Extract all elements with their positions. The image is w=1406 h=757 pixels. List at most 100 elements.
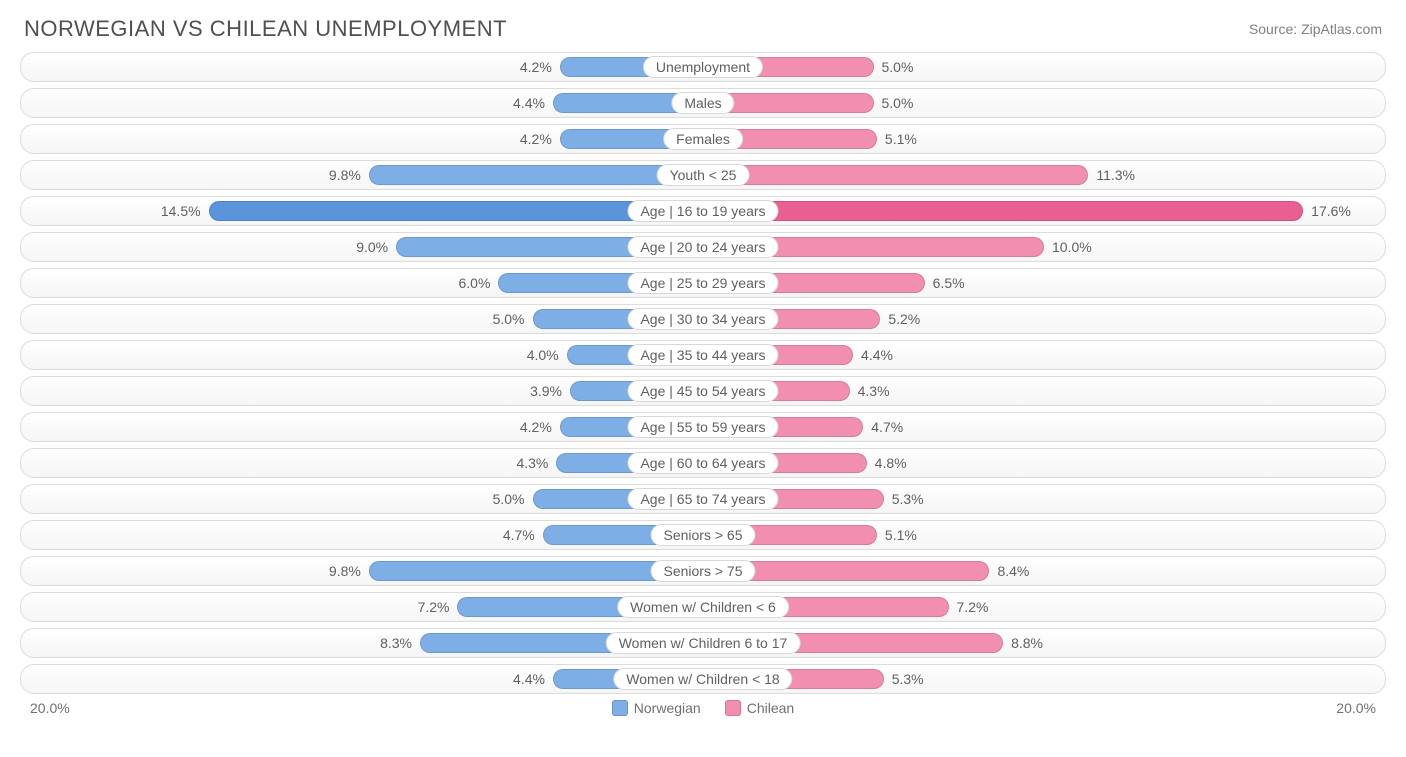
chart-row: 4.2% 4.7% Age | 55 to 59 years [20,412,1386,442]
left-half: 9.0% [21,233,703,261]
left-value: 4.2% [512,131,560,147]
left-value: 4.2% [512,419,560,435]
right-half: 5.3% [703,665,1385,693]
category-label: Age | 20 to 24 years [627,236,778,258]
right-half: 5.1% [703,125,1385,153]
right-half: 5.0% [703,89,1385,117]
category-label: Youth < 25 [657,164,750,186]
chart-row: 3.9%4.3%Age | 45 to 54 years [20,376,1386,406]
category-label: Women w/ Children < 18 [613,668,792,690]
right-half: 8.4% [703,557,1385,585]
left-half: 4.7% [21,521,703,549]
chart-row: 4.3%4.8%Age | 60 to 64 years [20,448,1386,478]
left-bar [369,165,703,185]
chart-row: 14.5% 17.6% Age | 16 to 19 years [20,196,1386,226]
left-half: 4.0% [21,341,703,369]
legend-item-left: Norwegian [612,700,701,716]
category-label: Age | 16 to 19 years [627,200,778,222]
right-value: 4.4% [853,347,901,363]
legend-label-left: Norwegian [634,700,701,716]
left-half: 4.4% [21,665,703,693]
right-half: 8.8% [703,629,1385,657]
right-value: 4.8% [867,455,915,471]
left-value: 4.0% [519,347,567,363]
right-half: 4.3% [703,377,1385,405]
legend-swatch-left [612,700,628,716]
category-label: Females [663,128,743,150]
left-half: 4.2% [21,413,703,441]
right-half: 4.7% [703,413,1385,441]
diverging-bar-chart: 4.2%5.0%Unemployment4.4%5.0%Males4.2%5.1… [20,52,1386,694]
left-value: 5.0% [485,491,533,507]
right-value: 8.4% [989,563,1037,579]
left-half: 6.0% [21,269,703,297]
chart-row: 9.8% 11.3% Youth < 25 [20,160,1386,190]
right-value: 5.3% [884,671,932,687]
left-value: 4.2% [512,59,560,75]
category-label: Seniors > 75 [651,560,756,582]
chart-row: 4.4% 5.3% Women w/ Children < 18 [20,664,1386,694]
right-half: 5.2% [703,305,1385,333]
left-value: 4.7% [495,527,543,543]
left-value: 9.0% [348,239,396,255]
left-value: 4.4% [505,95,553,111]
left-half: 4.2% [21,53,703,81]
left-value: 6.0% [450,275,498,291]
scale-max-left: 20.0% [30,700,70,716]
right-value: 5.3% [884,491,932,507]
right-half: 17.6% [703,197,1385,225]
left-value: 4.3% [508,455,556,471]
right-value: 4.3% [850,383,898,399]
category-label: Age | 30 to 34 years [627,308,778,330]
category-label: Age | 55 to 59 years [627,416,778,438]
chart-row: 4.2% 5.1% Females [20,124,1386,154]
right-bar [703,165,1088,185]
category-label: Males [671,92,734,114]
right-value: 6.5% [925,275,973,291]
right-value: 5.0% [874,95,922,111]
left-half: 5.0% [21,485,703,513]
legend-label-right: Chilean [747,700,794,716]
chart-row: 7.2%7.2%Women w/ Children < 6 [20,592,1386,622]
chart-title: NORWEGIAN VS CHILEAN UNEMPLOYMENT [24,16,507,42]
right-half: 10.0% [703,233,1385,261]
left-half: 14.5% [21,197,703,225]
right-half: 7.2% [703,593,1385,621]
header: NORWEGIAN VS CHILEAN UNEMPLOYMENT Source… [20,16,1386,52]
category-label: Age | 35 to 44 years [627,344,778,366]
right-half: 5.0% [703,53,1385,81]
left-half: 9.8% [21,161,703,189]
right-half: 6.5% [703,269,1385,297]
scale-max-right: 20.0% [1336,700,1376,716]
category-label: Unemployment [643,56,763,78]
right-value: 10.0% [1044,239,1100,255]
right-value: 5.2% [880,311,928,327]
left-value: 5.0% [485,311,533,327]
left-half: 4.4% [21,89,703,117]
category-label: Seniors > 65 [651,524,756,546]
right-value: 4.7% [863,419,911,435]
chart-footer: 20.0% Norwegian Chilean 20.0% [20,700,1386,716]
right-half: 4.4% [703,341,1385,369]
left-half: 4.3% [21,449,703,477]
chart-row: 9.8% 8.4% Seniors > 75 [20,556,1386,586]
right-bar [703,201,1303,221]
left-value: 9.8% [321,167,369,183]
right-value: 11.3% [1088,167,1143,183]
chart-row: 4.0% 4.4% Age | 35 to 44 years [20,340,1386,370]
chart-row: 5.0% 5.2% Age | 30 to 34 years [20,304,1386,334]
right-value: 17.6% [1303,203,1359,219]
category-label: Women w/ Children < 6 [617,596,789,618]
right-value: 7.2% [949,599,997,615]
right-half: 5.3% [703,485,1385,513]
right-value: 5.1% [877,131,925,147]
right-value: 8.8% [1003,635,1051,651]
left-value: 14.5% [153,203,209,219]
right-half: 5.1% [703,521,1385,549]
left-half: 4.2% [21,125,703,153]
legend-swatch-right [725,700,741,716]
left-value: 9.8% [321,563,369,579]
left-value: 8.3% [372,635,420,651]
right-half: 11.3% [703,161,1385,189]
source-label: Source: ZipAtlas.com [1249,21,1382,37]
